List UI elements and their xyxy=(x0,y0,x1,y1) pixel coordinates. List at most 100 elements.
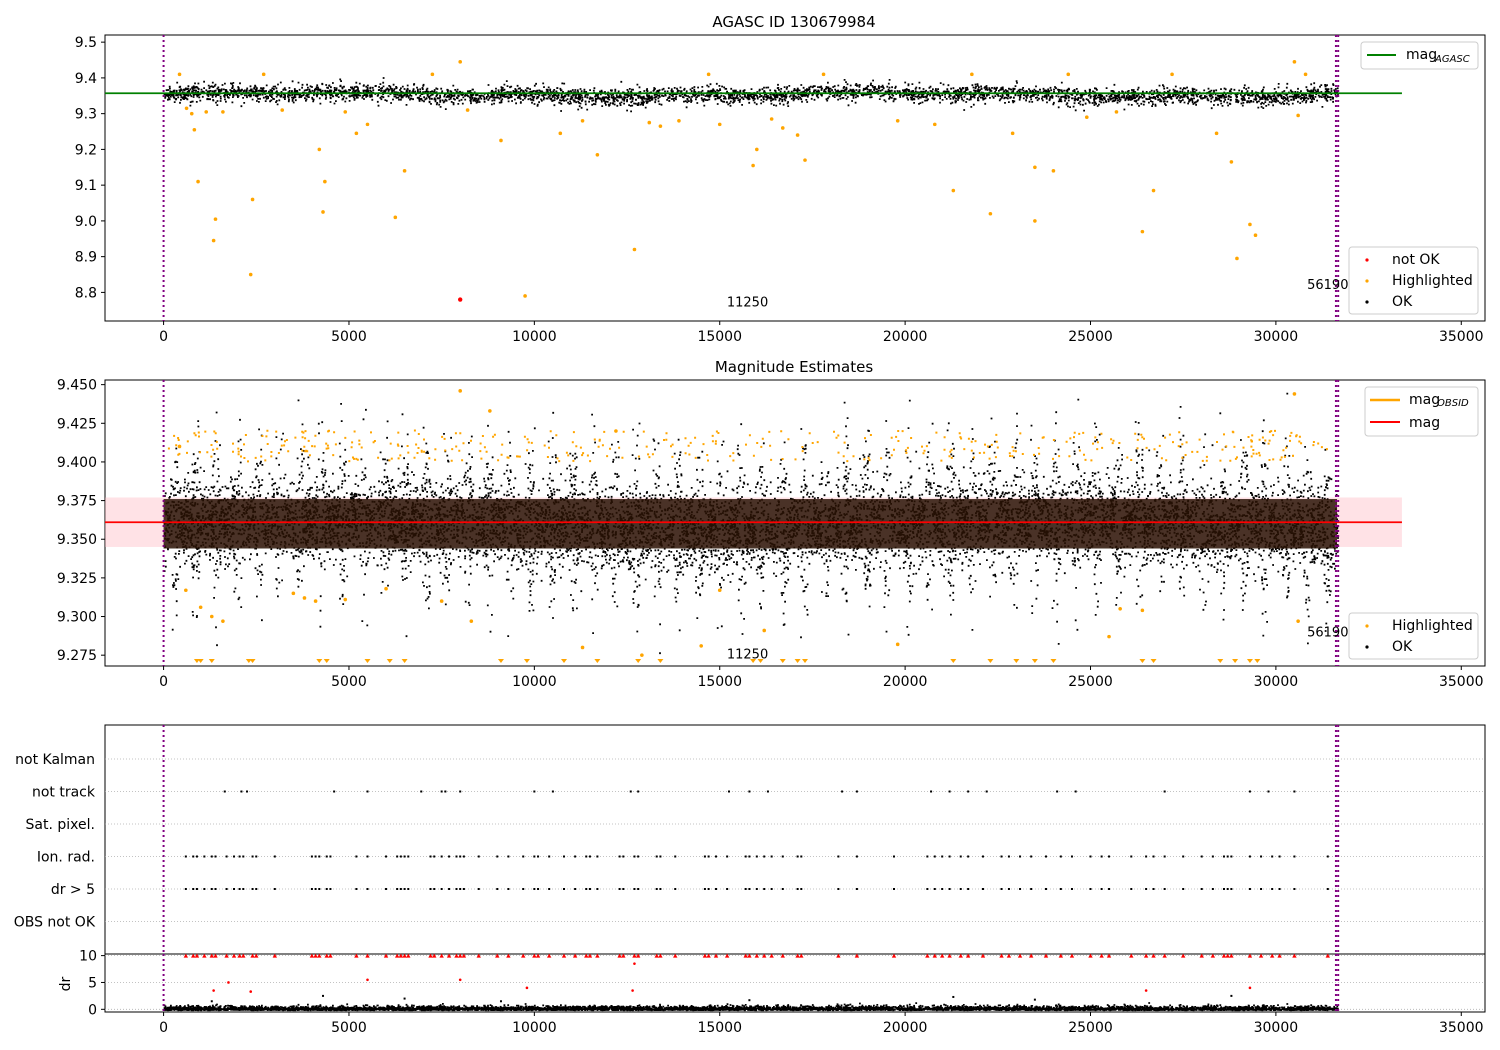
x-tick-label: 35000 xyxy=(1439,1020,1484,1036)
x-tick-label: 5000 xyxy=(331,329,367,345)
flag-marker xyxy=(355,888,358,890)
flag-marker xyxy=(440,855,443,858)
x-tick-label: 30000 xyxy=(1254,1020,1299,1036)
flag-marker xyxy=(766,790,769,793)
panel1-title: AGASC ID 130679984 xyxy=(712,13,875,31)
highlighted-point xyxy=(499,138,503,143)
highlighted-point xyxy=(751,163,755,168)
flag-marker xyxy=(933,855,936,858)
obsid-label: 11250 xyxy=(727,647,768,662)
flag-marker xyxy=(203,888,206,890)
flag-marker xyxy=(533,790,536,793)
dr-capped-marker xyxy=(595,953,600,958)
highlighted-point xyxy=(458,389,462,393)
flag-marker xyxy=(959,888,962,890)
flag-label: Ion. rad. xyxy=(37,850,95,866)
y-tick-label: 9.325 xyxy=(57,571,97,587)
flag-marker xyxy=(744,855,747,858)
flag-marker xyxy=(329,855,332,858)
flag-marker xyxy=(1278,888,1281,890)
highlighted-point xyxy=(1292,392,1297,396)
flag-marker xyxy=(841,790,844,793)
highlighted-point xyxy=(321,210,325,214)
flag-label: dr > 5 xyxy=(51,882,95,898)
dr-capped-marker xyxy=(1247,953,1253,958)
legend-label-mag: mag xyxy=(1409,415,1440,431)
flag-marker xyxy=(246,790,249,793)
legend-marker-highlighted xyxy=(1365,279,1369,283)
flag-marker xyxy=(240,790,243,793)
panel3-plot-area xyxy=(104,724,1486,955)
flag-marker xyxy=(325,855,328,858)
dr-capped-marker xyxy=(654,953,659,958)
flag-marker xyxy=(440,888,443,890)
legend-label-not-ok: not OK xyxy=(1392,252,1440,268)
y-tick-label: 9.425 xyxy=(57,416,97,432)
legend-marker-ok xyxy=(1365,300,1369,304)
flag-marker xyxy=(537,888,540,890)
panel3-data-layer: not Kalman not track Sat. pixel. Ion. rad. d… xyxy=(14,725,1485,954)
highlighted-point xyxy=(313,599,318,603)
y-tick-label: 9.5 xyxy=(75,35,97,51)
ok-points xyxy=(163,77,1339,113)
highlighted-point xyxy=(204,110,209,114)
dr-capped-marker xyxy=(958,953,963,958)
dr-capped-marker xyxy=(521,953,526,958)
dr-capped-marker xyxy=(713,953,719,958)
highlighted-point xyxy=(895,119,900,123)
flag-marker xyxy=(1326,888,1329,890)
flag-marker xyxy=(1045,888,1048,890)
flag-marker xyxy=(433,855,436,858)
y-tick-label: 0 xyxy=(88,1002,97,1018)
dr-capped-marker xyxy=(272,953,278,958)
dr-capped-marker xyxy=(432,953,437,958)
flag-marker xyxy=(255,855,258,858)
highlighted-point xyxy=(1303,72,1308,77)
dr-axis-label: dr xyxy=(58,976,74,991)
flag-marker xyxy=(399,888,402,890)
flag-marker xyxy=(396,888,399,890)
legend-label-obsid-subscript: OBSID xyxy=(1437,398,1469,409)
dr-outlier-point xyxy=(952,995,955,998)
y-tick-label: 9.2 xyxy=(75,142,97,158)
highlighted-point xyxy=(248,272,253,277)
flag-marker xyxy=(1070,855,1073,858)
x-tick-label: 20000 xyxy=(883,329,928,345)
y-tick-label: 9.375 xyxy=(57,494,97,510)
highlighted-point xyxy=(1010,131,1015,136)
flag-marker xyxy=(496,855,499,858)
flag-marker xyxy=(563,888,566,890)
flag-marker xyxy=(948,855,951,858)
highlighted-point xyxy=(762,628,767,633)
highlighted-point xyxy=(458,60,462,64)
dr-capped-marker xyxy=(535,953,541,958)
flag-marker xyxy=(926,855,929,858)
flag-marker xyxy=(522,855,525,858)
flag-marker xyxy=(941,855,944,858)
flag-marker xyxy=(1000,888,1003,890)
dr-outlier-point xyxy=(1230,994,1233,997)
flags-panel: not Kalman not track Sat. pixel. Ion. rad. d… xyxy=(14,724,1486,955)
flag-marker xyxy=(462,855,465,858)
flag-marker xyxy=(1100,888,1103,890)
flag-marker xyxy=(748,855,751,858)
highlighted-point xyxy=(951,188,956,193)
highlighted-point xyxy=(1235,256,1239,261)
dr-capped-marker xyxy=(702,953,708,958)
clipped-marker xyxy=(323,659,330,663)
x-tick-label: 15000 xyxy=(697,1020,742,1036)
x-tick-label: 5000 xyxy=(331,674,367,690)
flag-marker xyxy=(1211,855,1214,858)
flag-marker xyxy=(242,855,245,858)
highlighted-point xyxy=(755,147,759,152)
highlighted-point xyxy=(323,179,327,184)
dr-capped-marker xyxy=(1162,953,1167,958)
flag-marker xyxy=(588,888,591,890)
flag-marker xyxy=(588,855,591,858)
flag-marker xyxy=(596,855,599,858)
flag-marker xyxy=(563,855,566,858)
dr-capped-marker xyxy=(795,953,800,958)
dr-capped-marker xyxy=(237,953,242,958)
flag-marker xyxy=(981,888,984,890)
flag-marker xyxy=(385,855,388,858)
